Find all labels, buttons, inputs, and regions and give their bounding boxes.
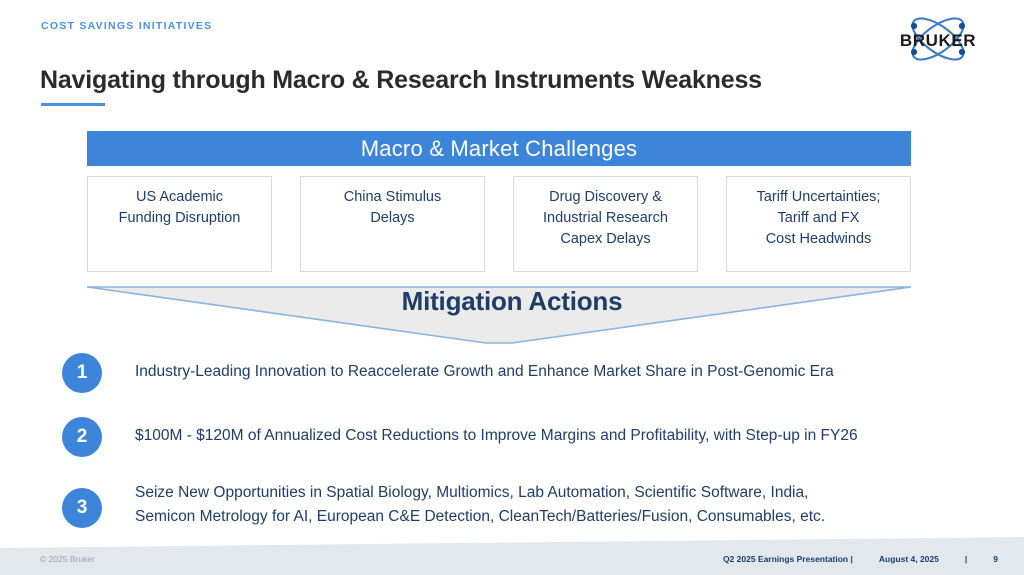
footer-date: August 4, 2025 (878, 554, 939, 564)
challenge-line: Drug Discovery & (549, 189, 662, 205)
challenge-line: China Stimulus (343, 189, 442, 205)
action-line: Seize New Opportunities in Spatial Biolo… (135, 484, 809, 501)
action-line: Semicon Metrology for AI, European C&E D… (135, 508, 826, 526)
challenge-line: Industrial Research (543, 210, 668, 227)
challenge-line: Tariff Uncertainties; (756, 189, 881, 205)
bruker-logo: BRUKER (886, 14, 990, 66)
challenge-line: Funding Disruption (118, 210, 241, 227)
footer-page-number: 9 (993, 554, 998, 564)
challenge-box-row: US Academic Funding Disruption China Sti… (87, 176, 911, 272)
action-text-block: $100M - $120M of Annualized Cost Reducti… (135, 424, 858, 448)
mitigation-action-3: 3 Seize New Opportunities in Spatial Bio… (62, 478, 992, 542)
mitigation-actions-list: 1 Industry-Leading Innovation to Reaccel… (62, 350, 992, 542)
page-title: Navigating through Macro & Research Inst… (40, 66, 762, 94)
action-line: Industry-Leading Innovation to Reacceler… (135, 363, 834, 380)
title-accent-rule (41, 103, 105, 106)
challenge-box-tariff-uncertainties: Tariff Uncertainties; Tariff and FX Cost… (726, 176, 911, 272)
mitigation-action-1: 1 Industry-Leading Innovation to Reaccel… (62, 350, 992, 414)
action-text-block: Seize New Opportunities in Spatial Biolo… (135, 481, 825, 529)
bruker-wordmark: BRUKER (900, 31, 976, 50)
action-number-badge: 2 (62, 417, 102, 457)
mitigation-heading: Mitigation Actions (401, 286, 623, 316)
challenge-line: Cost Headwinds (765, 231, 872, 248)
action-text-block: Industry-Leading Innovation to Reacceler… (135, 360, 834, 384)
action-number-badge: 3 (62, 488, 102, 528)
mitigation-chevron-shape (87, 286, 911, 344)
challenge-box-china-stimulus: China Stimulus Delays (300, 176, 485, 272)
slide-eyebrow: COST SAVINGS INITIATIVES (41, 20, 213, 32)
challenge-box-drug-discovery: Drug Discovery & Industrial Research Cap… (513, 176, 698, 272)
challenge-line: Tariff and FX (777, 210, 860, 227)
action-number-badge: 1 (62, 353, 102, 393)
challenge-line: Delays (370, 210, 415, 227)
action-line: $100M - $120M of Annualized Cost Reducti… (135, 427, 858, 444)
footer-meta: Q2 2025 Earnings Presentation | August 4… (723, 554, 998, 564)
mitigation-action-2: 2 $100M - $120M of Annualized Cost Reduc… (62, 414, 992, 478)
challenge-line: Capex Delays (560, 231, 651, 248)
challenges-banner: Macro & Market Challenges (87, 131, 911, 166)
bruker-atom-icon: BRUKER (900, 17, 976, 61)
footer-separator: | (964, 554, 968, 564)
challenge-line: US Academic (135, 189, 224, 205)
footer-document-title: Q2 2025 Earnings Presentation | (722, 554, 853, 564)
footer-copyright: © 2025 Bruker (40, 554, 95, 564)
challenge-box-us-academic: US Academic Funding Disruption (87, 176, 272, 272)
